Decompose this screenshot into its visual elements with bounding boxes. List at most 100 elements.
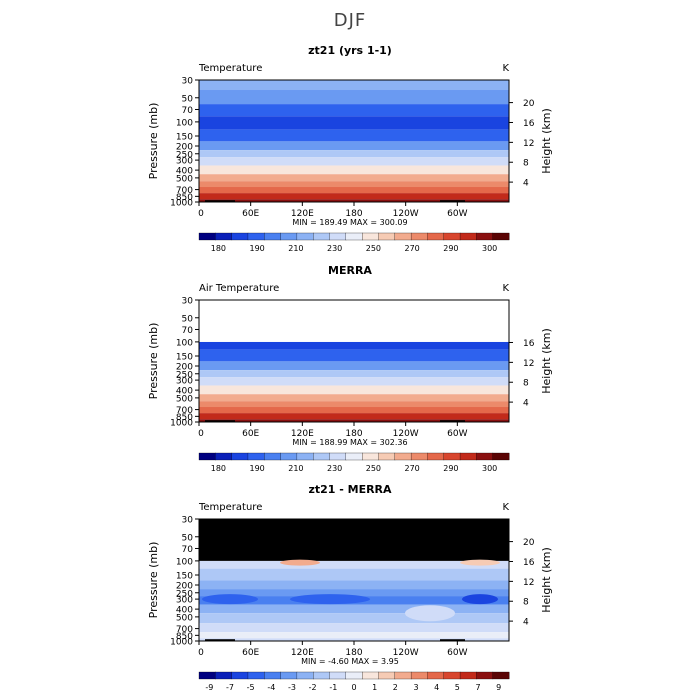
- y-right-tick-label: 4: [523, 179, 529, 189]
- colorbar-swatch: [459, 452, 477, 461]
- contour-band: [199, 187, 509, 194]
- colorbar-swatch: [427, 452, 445, 461]
- colorbar-label: 9: [496, 683, 501, 692]
- y-right-axis-label: Height (km): [540, 108, 553, 174]
- contour-band: [199, 181, 509, 188]
- colorbar-swatch: [280, 671, 298, 680]
- y-tick-label: 850: [176, 193, 193, 203]
- contour-band: [199, 129, 509, 142]
- colorbar-swatch: [345, 452, 363, 461]
- contour-band: [199, 150, 509, 158]
- colorbar-label: 5: [455, 683, 460, 692]
- y-axis-label: Pressure (mb): [147, 103, 160, 180]
- y-tick-label: 400: [176, 606, 193, 616]
- colorbar-swatch: [313, 232, 330, 241]
- colorbar-swatch: [198, 232, 216, 241]
- colorbar-swatch: [231, 232, 249, 241]
- colorbar-label: -1: [329, 683, 337, 692]
- y-tick-label: 150: [176, 132, 193, 142]
- y-tick-label: 850: [176, 632, 193, 642]
- contour-band: [199, 361, 509, 371]
- x-tick-label: 120E: [291, 648, 314, 658]
- colorbar-swatch: [476, 232, 494, 241]
- colorbar-swatch: [280, 232, 298, 241]
- colorbar-swatch: [394, 671, 412, 680]
- y-tick-label: 50: [182, 314, 194, 324]
- colorbar-label: 210: [288, 244, 303, 253]
- contour-band: [199, 589, 509, 597]
- colorbar-swatch: [427, 232, 445, 241]
- colorbar-swatch: [362, 452, 379, 461]
- y-tick-label: 70: [182, 326, 194, 336]
- y-tick-label: 50: [182, 94, 194, 104]
- colorbar-swatch: [410, 452, 428, 461]
- y-right-tick-label: 20: [523, 538, 535, 548]
- contour-band: [199, 407, 509, 414]
- colorbar-swatch: [492, 232, 510, 241]
- y-tick-label: 30: [182, 77, 194, 87]
- colorbar-swatch: [247, 671, 265, 680]
- y-tick-label: 400: [176, 167, 193, 177]
- colorbar-swatch: [296, 232, 314, 241]
- panel-title: zt21 (yrs 1-1): [308, 44, 392, 57]
- y-tick-label: 100: [176, 338, 193, 348]
- colorbar-swatch: [459, 671, 477, 680]
- contour-band: [199, 157, 509, 166]
- y-tick-label: 300: [176, 596, 193, 606]
- colorbar-label: -3: [288, 683, 296, 692]
- contour-band: [199, 174, 509, 182]
- x-tick-label: 180: [345, 209, 362, 219]
- x-tick-label: 60E: [242, 209, 259, 219]
- y-tick-label: 250: [176, 150, 193, 160]
- colorbar-swatch: [492, 452, 510, 461]
- y-right-axis-label: Height (km): [540, 547, 553, 613]
- x-tick-label: 60W: [447, 209, 467, 219]
- contour-band: [199, 199, 509, 202]
- y-tick-label: 1000: [170, 199, 193, 209]
- panel-subtitle: Air Temperature: [199, 283, 279, 294]
- contour-band: [199, 419, 509, 422]
- panel-subtitle: Temperature: [198, 502, 262, 513]
- colorbar-label: 300: [482, 244, 497, 253]
- y-tick-label: 200: [176, 582, 193, 592]
- contour-anomaly: [202, 594, 258, 605]
- y-tick-label: 1000: [170, 419, 193, 429]
- topography: [440, 420, 465, 422]
- colorbar-label: 180: [211, 244, 226, 253]
- colorbar-swatch: [329, 232, 347, 241]
- colorbar-label: -4: [267, 683, 275, 692]
- x-tick-label: 120W: [393, 648, 419, 658]
- contour-anomaly: [280, 559, 320, 566]
- colorbar-swatch: [264, 232, 282, 241]
- y-tick-label: 200: [176, 143, 193, 153]
- contour-band: [199, 165, 509, 175]
- colorbar-label: 230: [327, 244, 342, 253]
- colorbar-swatch: [378, 452, 396, 461]
- contour-band: [199, 613, 509, 624]
- x-tick-label: 180: [345, 648, 362, 658]
- colorbar-swatch: [362, 671, 379, 680]
- colorbar-swatch: [443, 232, 461, 241]
- y-tick-label: 250: [176, 589, 193, 599]
- y-axis-label: Pressure (mb): [147, 542, 160, 619]
- y-tick-label: 500: [176, 174, 193, 184]
- colorbar-label: 7: [475, 683, 480, 692]
- panel-subtitle: Temperature: [198, 63, 262, 74]
- contour-anomaly: [462, 594, 498, 605]
- contour-band: [199, 104, 509, 117]
- colorbar-swatch: [264, 452, 282, 461]
- colorbar-swatch: [313, 452, 330, 461]
- colorbar-label: 180: [211, 464, 226, 473]
- y-tick-label: 100: [176, 118, 193, 128]
- colorbar-swatch: [410, 232, 428, 241]
- colorbar-label: 290: [443, 244, 458, 253]
- stats-label: MIN = 189.49 MAX = 300.09: [292, 218, 407, 227]
- colorbar-swatch: [427, 671, 445, 680]
- topography: [205, 420, 235, 422]
- x-tick-label: 60E: [242, 429, 259, 439]
- x-tick-label: 60W: [447, 648, 467, 658]
- topography: [205, 639, 235, 641]
- y-right-tick-label: 16: [523, 558, 535, 568]
